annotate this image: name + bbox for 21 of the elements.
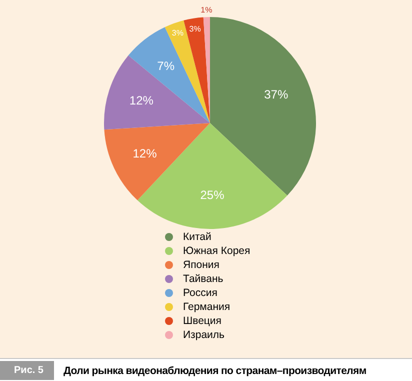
legend-label: Россия (183, 286, 218, 298)
text: Доли рынка видеонаблюдения по странам–производителям (64, 364, 366, 376)
data-label: 25% (200, 188, 225, 202)
data-label: 7% (157, 59, 175, 74)
pie-slice (128, 27, 210, 123)
legend-label: Германия (183, 300, 230, 312)
legend-label: Китай (183, 230, 212, 242)
pie-slice (104, 55, 210, 130)
data-label: 3% (189, 24, 201, 34)
legend-label: Швеция (183, 314, 222, 326)
data-label: 37% (264, 87, 288, 102)
data-label: 3% (172, 28, 184, 38)
text: Рис. 5 (0, 361, 54, 380)
data-label: 1% (200, 6, 212, 15)
data-label: 12% (132, 146, 158, 161)
legend-label: Тайвань (183, 272, 224, 284)
legend-label: Южная Корея (183, 244, 250, 256)
legend-label: Израиль (183, 328, 225, 340)
pie-slice (184, 17, 210, 123)
legend-label: Япония (183, 258, 220, 270)
data-label: 12% (129, 94, 154, 108)
